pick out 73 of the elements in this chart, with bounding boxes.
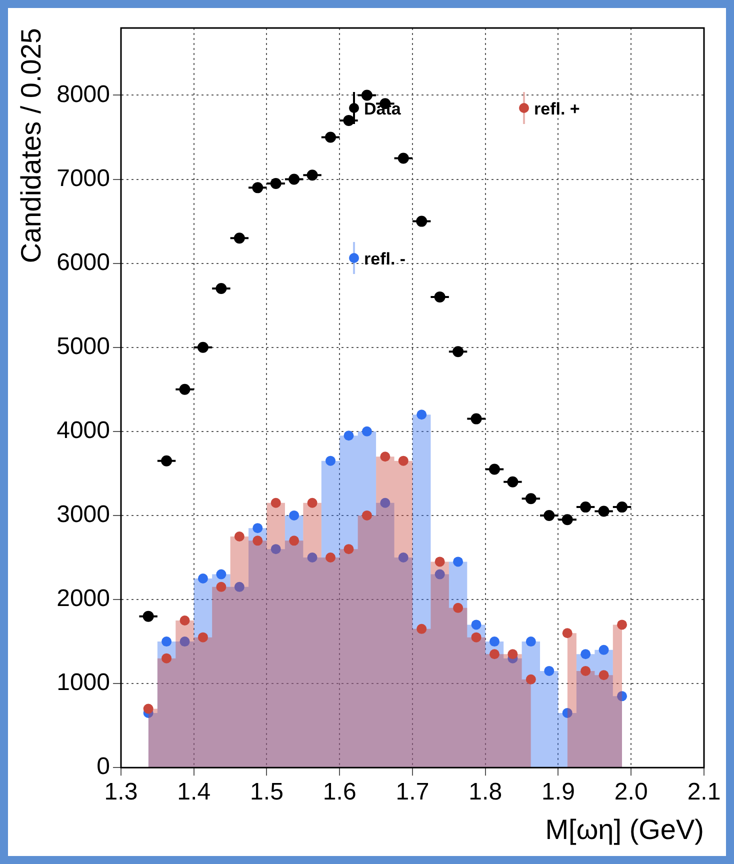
x-axis-title: M[ωη] (GeV) <box>545 814 704 845</box>
point <box>234 582 244 592</box>
point <box>252 536 263 546</box>
point <box>326 456 336 466</box>
point <box>598 670 609 680</box>
point <box>617 691 628 702</box>
point <box>289 536 300 546</box>
point <box>180 636 190 647</box>
point <box>326 552 336 562</box>
point <box>580 649 591 660</box>
legend-label: refl. - <box>364 250 406 269</box>
y-tick-label: 0 <box>96 753 110 780</box>
point <box>544 666 554 676</box>
point <box>398 456 408 466</box>
point <box>252 523 263 534</box>
x-tick-label: 1.3 <box>104 778 138 806</box>
point <box>380 452 390 462</box>
point <box>416 410 427 420</box>
point <box>562 628 572 638</box>
y-tick-label: 7000 <box>56 164 110 192</box>
point <box>307 552 318 562</box>
point <box>198 632 208 642</box>
y-tick-label: 5000 <box>56 333 110 360</box>
y-tick-label: 6000 <box>56 248 110 276</box>
point <box>307 498 318 508</box>
y-tick-label: 1000 <box>56 669 110 696</box>
x-tick-label: 1.6 <box>322 778 356 806</box>
point <box>471 632 482 642</box>
point <box>234 531 244 542</box>
point <box>344 430 354 441</box>
x-tick-label: 1.8 <box>468 778 502 806</box>
point <box>162 653 172 664</box>
point <box>143 704 154 714</box>
point <box>216 569 226 580</box>
point <box>453 602 464 613</box>
point <box>526 636 536 647</box>
point <box>270 544 281 554</box>
point <box>489 636 500 647</box>
point <box>598 644 609 655</box>
y-tick-label: 3000 <box>56 501 110 528</box>
point <box>362 426 372 436</box>
point <box>580 666 591 676</box>
x-tick-label: 1.7 <box>396 778 430 806</box>
point <box>362 510 372 520</box>
point <box>471 620 482 630</box>
point <box>162 636 172 647</box>
x-tick-label: 1.4 <box>177 778 211 806</box>
point <box>489 649 500 660</box>
point <box>526 674 536 684</box>
x-tick-label: 2.1 <box>687 778 721 806</box>
point <box>380 498 390 508</box>
x-tick-label: 1.9 <box>542 778 575 806</box>
point <box>434 569 445 580</box>
y-axis-title: Candidates / 0.025 <box>16 28 47 264</box>
point <box>289 510 300 520</box>
point <box>562 708 572 718</box>
point <box>344 544 354 554</box>
point <box>508 649 518 660</box>
point <box>270 498 281 508</box>
point <box>398 552 408 562</box>
y-tick-label: 4000 <box>56 417 110 444</box>
point <box>617 620 628 630</box>
point <box>453 556 464 567</box>
point <box>434 556 445 567</box>
legend-label: refl. + <box>534 100 580 119</box>
point <box>180 616 190 626</box>
point <box>216 582 226 592</box>
point <box>416 624 427 634</box>
y-tick-label: 8000 <box>56 80 110 108</box>
x-tick-label: 2.0 <box>614 778 648 806</box>
point <box>198 573 208 584</box>
x-tick-label: 1.5 <box>250 778 284 806</box>
y-tick-label: 2000 <box>56 585 110 612</box>
